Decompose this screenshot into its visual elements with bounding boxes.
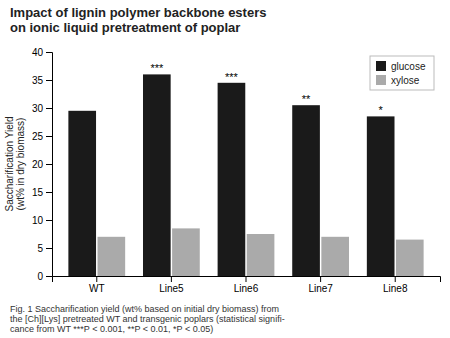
tick-label: Line8: [383, 283, 408, 294]
legend-label: glucose: [391, 61, 426, 72]
tick: Line8: [383, 276, 408, 294]
tick-mark: [46, 248, 52, 249]
chart: Impact of lignin polymer backbone esters…: [0, 0, 450, 338]
tick-label: 10: [32, 215, 44, 226]
bar: [367, 116, 395, 276]
tick: 35: [32, 75, 52, 86]
axis-line: [53, 277, 441, 283]
tick-mark: [46, 52, 52, 53]
tick-mark: [46, 164, 52, 165]
legend-label: xylose: [391, 75, 420, 86]
tick-label: 20: [32, 159, 44, 170]
annotation: ***: [225, 71, 239, 83]
x-axis: WT Line5 Line6 Line7 Line8: [53, 276, 441, 294]
bar: [143, 74, 171, 276]
tick-mark: [46, 108, 52, 109]
tick: 0: [37, 271, 52, 282]
tick: 25: [32, 131, 52, 142]
bar: [321, 237, 349, 276]
plot: 0510152025303540WTLine5Line6Line7Line8**…: [32, 47, 441, 294]
bar: [292, 105, 320, 276]
tick-label: 35: [32, 75, 44, 86]
y-axis-title: Saccharification Yield(wt% in dry biomas…: [4, 116, 26, 211]
tick-label: 40: [32, 47, 44, 58]
annotation: **: [302, 93, 311, 105]
subtitle: Fig. 1 Saccharification yield (wt% based…: [10, 304, 285, 334]
legend-box: [370, 56, 434, 90]
tick-label: 25: [32, 131, 44, 142]
axis-line: [46, 53, 53, 277]
bar-series: [68, 74, 394, 276]
tick: 10: [32, 215, 52, 226]
tick-label: 15: [32, 187, 44, 198]
tick-mark: [395, 276, 396, 282]
tick-mark: [246, 276, 247, 282]
tick-label: 30: [32, 103, 44, 114]
tick-mark: [46, 80, 52, 81]
bar: [172, 228, 200, 276]
tick-label: Line5: [159, 283, 184, 294]
annotation: ***: [150, 62, 164, 74]
tick: Line6: [234, 276, 259, 294]
legend: glucose xylose: [370, 56, 434, 90]
bar: [247, 234, 275, 276]
tick-mark: [46, 192, 52, 193]
tick: 5: [37, 243, 52, 254]
tick-mark: [171, 276, 172, 282]
tick: 15: [32, 187, 52, 198]
tick: Line7: [308, 276, 333, 294]
bars: [68, 74, 423, 276]
legend-swatch: [376, 75, 386, 85]
tick-mark: [46, 136, 52, 137]
tick-label: 5: [37, 243, 43, 254]
tick-label: 0: [37, 271, 43, 282]
tick-label: Line6: [234, 283, 259, 294]
legend-swatch: [376, 61, 386, 71]
tick: WT: [89, 276, 105, 294]
tick: 20: [32, 159, 52, 170]
tick: Line5: [159, 276, 184, 294]
tick-mark: [46, 220, 52, 221]
bar: [68, 111, 96, 276]
bar-series: [97, 228, 423, 276]
tick-mark: [46, 276, 52, 277]
title: Impact of lignin polymer backbone esters…: [10, 5, 266, 35]
tick-label: Line7: [308, 283, 333, 294]
bar: [97, 237, 125, 276]
tick-mark: [96, 276, 97, 282]
tick: 30: [32, 103, 52, 114]
bar: [218, 83, 246, 276]
tick-label: WT: [89, 283, 105, 294]
tick-mark: [320, 276, 321, 282]
tick: 40: [32, 47, 52, 58]
y-axis: 0 5 10 15 20 25 30 35 40: [32, 47, 53, 282]
bar: [396, 240, 424, 276]
annotation: *: [379, 104, 384, 116]
